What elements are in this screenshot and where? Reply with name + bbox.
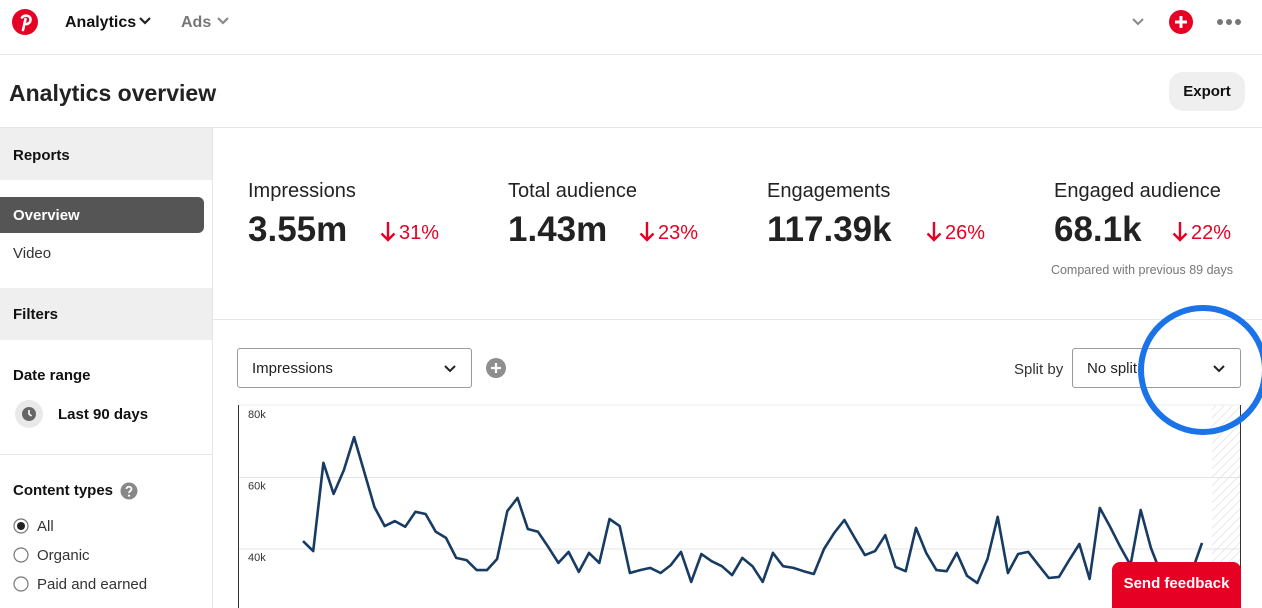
content-type-option[interactable]: Organic	[37, 547, 90, 564]
divider	[212, 319, 1262, 320]
split-dropdown-value: No split	[1087, 360, 1138, 377]
metric-value: 3.55m	[248, 210, 348, 249]
divider	[0, 54, 1262, 55]
y-tick-label: 40k	[248, 552, 266, 564]
metric-value: 117.39k	[767, 210, 892, 249]
more-button[interactable]	[1216, 17, 1242, 27]
y-tick-label: 80k	[248, 409, 266, 421]
help-icon[interactable]	[120, 482, 138, 500]
nav-ads[interactable]: Ads	[181, 14, 212, 31]
divider	[0, 127, 1262, 128]
metric-dropdown-value: Impressions	[252, 360, 333, 377]
account-chevron[interactable]	[1131, 17, 1145, 27]
down-arrow	[1172, 222, 1188, 242]
metric-change: 31%	[399, 222, 440, 244]
reports-heading: Reports	[13, 147, 70, 164]
compare-note: Compared with previous 89 days	[1050, 263, 1233, 277]
metric-value: 1.43m	[508, 210, 608, 249]
metric-value: 68.1k	[1054, 210, 1142, 249]
metric-label: Impressions	[248, 180, 356, 202]
metric-change: 22%	[1191, 222, 1232, 244]
split-dropdown[interactable]: No split	[1072, 348, 1241, 388]
send-feedback-button[interactable]: Send feedback	[1112, 562, 1241, 608]
split-label: Split by	[1014, 361, 1064, 378]
export-button[interactable]: Export	[1169, 72, 1245, 111]
date-range-value[interactable]: Last 90 days	[58, 406, 149, 423]
chevron	[217, 17, 229, 25]
add-metric-button[interactable]	[486, 358, 506, 378]
chevron	[444, 365, 456, 373]
metric-label: Total audience	[508, 180, 637, 202]
date-range-label: Date range	[13, 367, 91, 384]
nav-analytics[interactable]: Analytics	[65, 14, 137, 31]
data-line	[302, 435, 1204, 587]
chevron	[139, 17, 151, 25]
metric-label: Engaged audience	[1054, 180, 1221, 202]
content-type-option[interactable]: Paid and earned	[37, 576, 148, 593]
metric-change: 23%	[658, 222, 699, 244]
down-arrow	[639, 222, 655, 242]
pinterest-logo[interactable]	[11, 8, 39, 36]
metric-dropdown[interactable]: Impressions	[237, 348, 472, 388]
radio[interactable]	[12, 575, 30, 593]
overview-tab[interactable]: Overview	[0, 197, 204, 233]
section-bg	[0, 128, 212, 180]
chevron	[1213, 365, 1225, 373]
radio[interactable]	[12, 517, 30, 535]
section-bg	[0, 288, 212, 340]
video-tab[interactable]: Video	[13, 245, 52, 262]
content-types-label: Content types	[13, 482, 114, 499]
radio[interactable]	[12, 546, 30, 564]
page-title: Analytics overview	[9, 80, 217, 106]
clock-icon	[15, 400, 43, 428]
metric-label: Engagements	[767, 180, 891, 202]
create-button[interactable]	[1168, 9, 1194, 35]
divider	[0, 454, 212, 455]
down-arrow	[926, 222, 942, 242]
down-arrow	[380, 222, 396, 242]
y-tick-label: 60k	[248, 481, 266, 493]
metric-change: 26%	[945, 222, 986, 244]
filters-heading: Filters	[13, 306, 59, 323]
highlight-circle	[1138, 305, 1262, 435]
sidebar-border	[212, 127, 213, 608]
content-type-option[interactable]: All	[37, 518, 54, 535]
